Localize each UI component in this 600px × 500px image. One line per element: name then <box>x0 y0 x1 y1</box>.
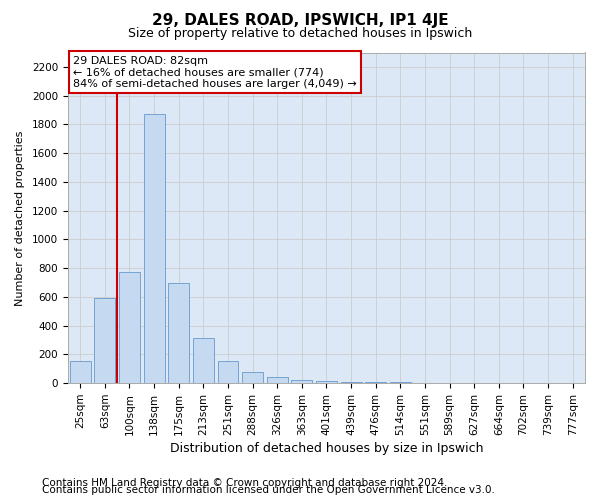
Bar <box>218 361 238 383</box>
Text: Contains public sector information licensed under the Open Government Licence v3: Contains public sector information licen… <box>42 485 495 495</box>
Bar <box>94 298 115 383</box>
Bar <box>242 372 263 383</box>
Bar <box>341 382 362 383</box>
Bar <box>267 378 287 383</box>
Bar <box>193 338 214 383</box>
Y-axis label: Number of detached properties: Number of detached properties <box>15 130 25 306</box>
Bar <box>168 282 189 383</box>
Bar <box>119 272 140 383</box>
Text: 29 DALES ROAD: 82sqm
← 16% of detached houses are smaller (774)
84% of semi-deta: 29 DALES ROAD: 82sqm ← 16% of detached h… <box>73 56 357 89</box>
Bar <box>70 361 91 383</box>
Text: 29, DALES ROAD, IPSWICH, IP1 4JE: 29, DALES ROAD, IPSWICH, IP1 4JE <box>152 12 448 28</box>
Bar <box>143 114 164 383</box>
Bar <box>292 380 313 383</box>
Bar <box>365 382 386 383</box>
Text: Contains HM Land Registry data © Crown copyright and database right 2024.: Contains HM Land Registry data © Crown c… <box>42 478 448 488</box>
Bar <box>316 380 337 383</box>
Bar <box>390 382 411 383</box>
X-axis label: Distribution of detached houses by size in Ipswich: Distribution of detached houses by size … <box>170 442 483 455</box>
Text: Size of property relative to detached houses in Ipswich: Size of property relative to detached ho… <box>128 28 472 40</box>
